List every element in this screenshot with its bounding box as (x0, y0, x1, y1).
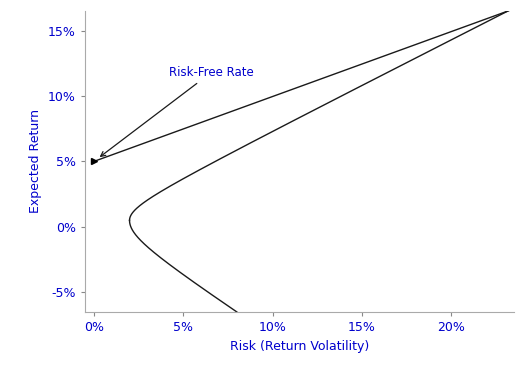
Y-axis label: Expected Return: Expected Return (29, 109, 42, 214)
Text: Risk-Free Rate: Risk-Free Rate (101, 66, 254, 156)
X-axis label: Risk (Return Volatility): Risk (Return Volatility) (230, 339, 369, 353)
